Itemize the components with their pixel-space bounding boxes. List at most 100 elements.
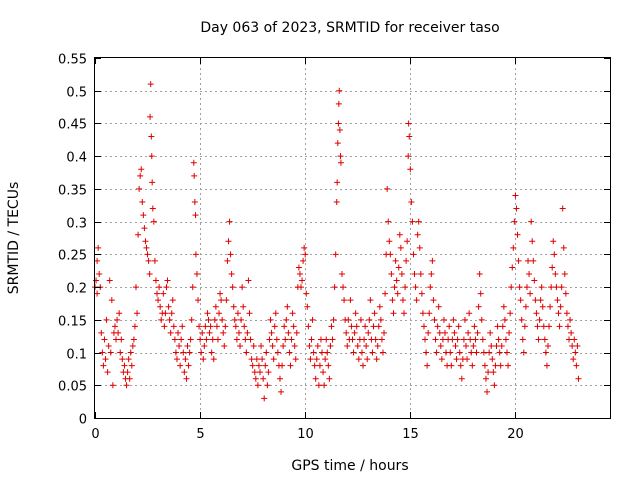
data-point [414, 231, 421, 238]
data-point [269, 343, 276, 349]
data-point [150, 218, 157, 225]
data-point [453, 356, 460, 363]
data-point [99, 349, 106, 356]
data-point [157, 303, 164, 310]
data-point [220, 329, 227, 336]
data-point [134, 310, 141, 317]
data-point [188, 316, 195, 323]
data-point [481, 362, 488, 369]
data-point [140, 212, 147, 219]
data-point [452, 343, 459, 349]
data-point [208, 349, 215, 356]
data-point [417, 271, 424, 277]
data-point [144, 251, 151, 258]
data-point [506, 329, 513, 336]
data-point [480, 349, 487, 356]
data-point [542, 349, 549, 356]
data-point [282, 336, 289, 343]
data-point [201, 343, 208, 349]
data-point [406, 133, 413, 140]
data-point [296, 271, 303, 277]
data-point [430, 297, 437, 304]
data-point [426, 310, 433, 317]
data-point [489, 356, 496, 363]
data-point [226, 218, 233, 225]
data-point [517, 297, 524, 304]
data-point [345, 316, 352, 323]
data-point [331, 284, 338, 291]
data-point [569, 343, 576, 349]
data-point [556, 323, 563, 330]
data-point [460, 336, 467, 343]
data-point [132, 284, 139, 291]
data-point [265, 369, 272, 376]
data-point [499, 323, 506, 330]
data-point [101, 336, 108, 343]
x-axis-label: GPS time / hours [291, 458, 408, 474]
data-point [382, 290, 389, 297]
data-point [377, 316, 384, 323]
data-point [423, 349, 430, 356]
data-point [197, 336, 204, 343]
data-point [372, 336, 379, 343]
data-point [149, 205, 156, 212]
data-point [379, 349, 386, 356]
data-point [330, 316, 337, 323]
data-point [315, 382, 322, 389]
data-point [95, 244, 102, 251]
data-point [495, 336, 502, 343]
data-point [344, 343, 351, 349]
data-point [334, 179, 341, 186]
data-point [501, 316, 508, 323]
data-point [124, 369, 131, 376]
data-point [109, 382, 116, 389]
data-point [515, 257, 522, 264]
data-point [317, 336, 324, 343]
data-point [511, 218, 518, 225]
data-point [119, 356, 126, 363]
data-point [128, 362, 135, 369]
data-point [555, 310, 562, 317]
data-point [561, 271, 568, 277]
data-point [434, 323, 441, 330]
data-point [358, 349, 365, 356]
data-point [446, 323, 453, 330]
data-point [138, 166, 145, 173]
data-point [360, 362, 367, 369]
data-point [307, 356, 314, 363]
data-point [229, 284, 236, 291]
data-point [369, 349, 376, 356]
data-point [438, 356, 445, 363]
data-point [328, 323, 335, 330]
y-axis-label: SRMTID / TECUs [6, 182, 22, 295]
data-point [497, 362, 504, 369]
data-point [448, 362, 455, 369]
data-point [202, 323, 209, 330]
data-point [180, 349, 187, 356]
data-point [145, 257, 152, 264]
data-point [478, 316, 485, 323]
data-point [303, 290, 310, 297]
data-point [280, 343, 287, 349]
data-point [516, 284, 523, 291]
data-point [118, 336, 125, 343]
data-point [468, 349, 475, 356]
data-point [161, 323, 168, 330]
data-point [375, 323, 382, 330]
data-point [192, 212, 199, 219]
data-point [248, 356, 255, 363]
data-point [155, 297, 162, 304]
data-point [385, 218, 392, 225]
data-point [396, 231, 403, 238]
data-point [285, 329, 292, 336]
data-point [461, 316, 468, 323]
data-point [508, 284, 515, 291]
data-point [573, 362, 580, 369]
data-point [320, 369, 327, 376]
data-point [424, 362, 431, 369]
data-point [135, 231, 142, 238]
data-point [433, 349, 440, 356]
y-tick-label: 0.35 [58, 184, 87, 199]
data-point [533, 310, 540, 317]
y-tick-label: 0.05 [58, 380, 87, 395]
